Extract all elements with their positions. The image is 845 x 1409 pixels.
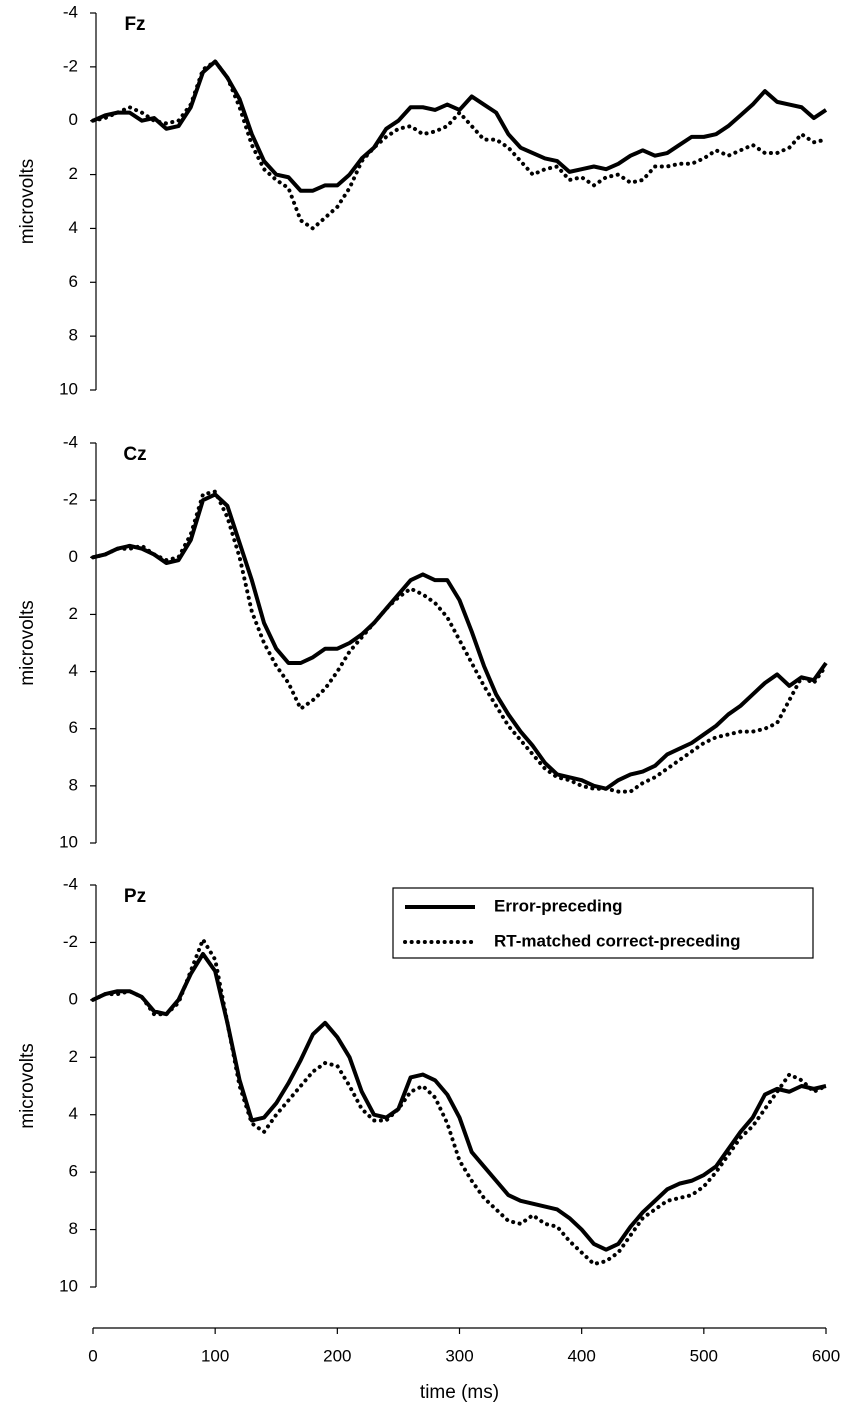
y-tick-label: 8	[69, 326, 78, 345]
x-tick-label: 200	[323, 1346, 351, 1365]
series-line	[92, 492, 828, 791]
y-tick-label: 8	[69, 1219, 78, 1238]
y-tick-label: 10	[59, 1276, 78, 1295]
series-line	[92, 59, 828, 193]
y-tick-label: 0	[69, 547, 78, 566]
series-line	[91, 489, 828, 794]
y-tick-label: 0	[69, 110, 78, 129]
y-axis-label: microvolts	[17, 1043, 38, 1129]
y-tick-label: 10	[59, 379, 78, 398]
x-axis-label: time (ms)	[420, 1382, 499, 1403]
legend-box	[392, 887, 814, 959]
x-tick-label: 600	[812, 1346, 840, 1365]
series-line	[92, 951, 827, 1252]
panel-label: Pz	[124, 886, 146, 907]
x-tick-label: 300	[445, 1346, 473, 1365]
y-tick-label: -2	[63, 56, 78, 75]
y-tick-label: 6	[69, 272, 78, 291]
series-line	[91, 58, 828, 231]
y-axis-label: microvolts	[17, 600, 38, 686]
legend-label: Error-preceding	[494, 896, 622, 915]
series-line	[91, 935, 828, 1267]
y-tick-label: 6	[69, 718, 78, 737]
y-tick-label: -4	[63, 432, 78, 451]
panel-label: Fz	[124, 14, 145, 35]
x-tick-label: 0	[88, 1346, 97, 1365]
y-tick-label: 4	[69, 661, 78, 680]
y-axis-label: microvolts	[17, 159, 38, 245]
y-tick-label: -2	[63, 490, 78, 509]
y-tick-label: -4	[63, 874, 78, 893]
y-tick-label: 10	[59, 832, 78, 851]
legend-label: RT-matched correct-preceding	[494, 931, 741, 950]
y-tick-label: 6	[69, 1162, 78, 1181]
y-tick-label: 4	[69, 218, 78, 237]
y-tick-label: 4	[69, 1104, 78, 1123]
panel-label: Cz	[123, 444, 146, 465]
y-tick-label: 2	[69, 1047, 78, 1066]
y-tick-label: 0	[69, 989, 78, 1008]
x-tick-label: 400	[567, 1346, 595, 1365]
y-tick-label: -4	[63, 2, 78, 21]
y-tick-label: 8	[69, 775, 78, 794]
y-tick-label: 2	[69, 604, 78, 623]
x-tick-label: 100	[201, 1346, 229, 1365]
y-tick-label: 2	[69, 164, 78, 183]
y-tick-label: -2	[63, 932, 78, 951]
x-tick-label: 500	[690, 1346, 718, 1365]
